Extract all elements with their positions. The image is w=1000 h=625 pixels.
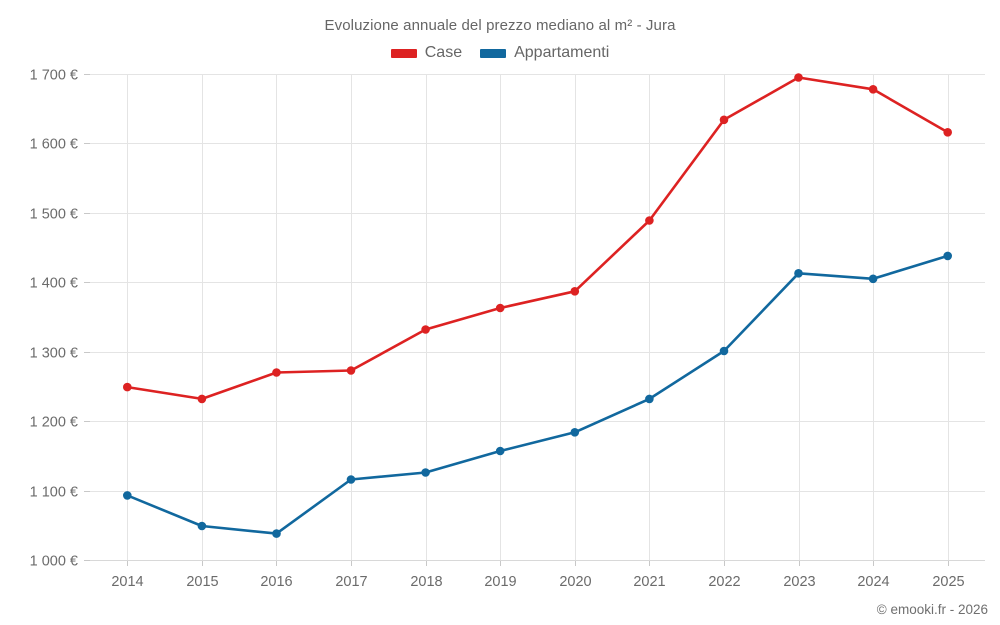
data-point[interactable] xyxy=(346,475,356,484)
data-point[interactable] xyxy=(197,394,207,404)
x-tick-label: 2021 xyxy=(633,574,665,590)
x-tick-label: 2015 xyxy=(186,574,218,590)
data-point[interactable] xyxy=(943,251,952,261)
data-point[interactable] xyxy=(346,366,356,375)
data-point[interactable] xyxy=(495,446,505,456)
data-point[interactable] xyxy=(570,287,580,296)
x-tick-label: 2019 xyxy=(484,574,516,590)
data-point[interactable] xyxy=(495,303,505,313)
data-point[interactable] xyxy=(719,346,729,356)
y-tick-label: 1 700 € xyxy=(30,68,78,84)
x-tick-label: 2018 xyxy=(410,574,442,590)
series-line xyxy=(126,254,950,535)
chart-legend: Case Appartamenti xyxy=(0,44,1000,62)
data-series-group xyxy=(123,73,952,538)
legend-item-case[interactable]: Case xyxy=(390,44,463,62)
x-tick-label: 2024 xyxy=(857,574,889,590)
legend-swatch-appartamenti xyxy=(480,48,507,58)
data-point[interactable] xyxy=(794,269,803,278)
x-tick-label: 2014 xyxy=(111,574,143,590)
data-point[interactable] xyxy=(272,529,281,538)
data-point[interactable] xyxy=(421,468,430,477)
data-point[interactable] xyxy=(645,394,654,404)
data-point[interactable] xyxy=(943,128,952,137)
data-point[interactable] xyxy=(123,382,132,392)
series-line xyxy=(126,76,950,401)
legend-item-appartamenti[interactable]: Appartamenti xyxy=(480,44,609,62)
y-tick-label: 1 200 € xyxy=(30,415,78,431)
y-tick-label: 1 500 € xyxy=(30,207,78,223)
x-tick-label: 2016 xyxy=(260,574,292,590)
series-case xyxy=(123,73,952,404)
series-appartamenti xyxy=(123,251,952,538)
x-tick-label: 2017 xyxy=(335,574,367,590)
data-point[interactable] xyxy=(719,115,729,125)
data-point[interactable] xyxy=(197,521,207,531)
legend-label-appartamenti: Appartamenti xyxy=(514,44,610,61)
data-point[interactable] xyxy=(123,491,132,500)
y-tick-label: 1 600 € xyxy=(30,137,78,153)
gridlines-group xyxy=(90,74,985,561)
y-axis-tick-labels: 1 000 € 1 100 € 1 200 € 1 300 € 1 400 € 1 500… xyxy=(30,68,78,570)
y-tick-label: 1 100 € xyxy=(30,485,78,501)
data-point[interactable] xyxy=(272,368,281,377)
legend-swatch-case xyxy=(390,48,417,58)
y-tick-label: 1 000 € xyxy=(30,554,78,570)
x-tick-label: 2022 xyxy=(708,574,740,590)
copyright-credit: © emooki.fr - 2026 xyxy=(876,602,988,617)
data-point[interactable] xyxy=(868,274,878,284)
x-axis-tick-labels: 2014 2015 2016 2017 2018 2019 2020 2021 2022 2023… xyxy=(111,574,964,590)
x-tick-label: 2023 xyxy=(783,574,815,590)
legend-label-case: Case xyxy=(424,44,463,61)
data-point[interactable] xyxy=(794,73,803,82)
chart-title: Evoluzione annuale del prezzo mediano al… xyxy=(324,17,676,34)
axis-group xyxy=(84,74,985,566)
data-point[interactable] xyxy=(645,216,654,225)
data-point[interactable] xyxy=(570,428,580,437)
data-point[interactable] xyxy=(421,325,430,334)
data-point[interactable] xyxy=(868,85,878,94)
x-tick-label: 2025 xyxy=(932,574,964,590)
y-tick-label: 1 400 € xyxy=(30,276,78,292)
y-tick-label: 1 300 € xyxy=(30,346,78,362)
x-tick-label: 2020 xyxy=(559,574,591,590)
